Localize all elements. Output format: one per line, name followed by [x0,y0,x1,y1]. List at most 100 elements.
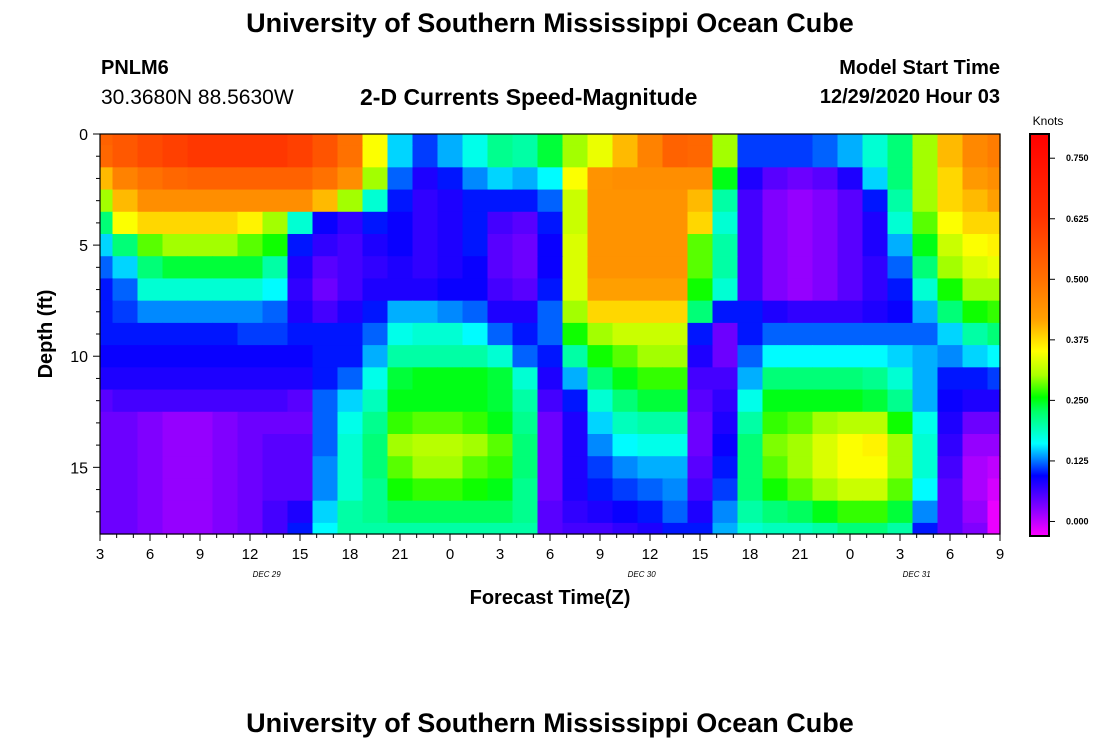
heatmap-cell [137,411,164,435]
heatmap-cell [612,456,639,480]
heatmap-cell [287,456,314,480]
heatmap-cell [612,211,639,235]
heatmap-cell [612,134,639,146]
heatmap-cell [100,234,114,257]
heatmap-cell [262,478,289,502]
heatmap-cell [112,434,139,457]
heatmap-cell [912,300,939,324]
x-tick-label: 3 [896,546,904,563]
heatmap-cell [387,234,414,257]
heatmap-cell [537,456,564,480]
heatmap-cell [437,367,464,391]
heatmap-cell [537,145,564,168]
heatmap-cell [987,189,1001,213]
heatmap-cell [837,456,864,480]
heatmap-cell [412,456,439,480]
heatmap-cell [962,322,989,346]
heatmap-cell [587,145,614,168]
heatmap-cell [162,234,189,257]
heatmap-cell [887,234,914,257]
heatmap-cell [362,322,389,346]
heatmap-cell [637,256,664,280]
heatmap-cell [112,367,139,391]
heatmap-cell [412,145,439,168]
heatmap-cell [712,478,739,502]
x-axis: 3 6 9 12 15 18 21 0 3 6 9 12 15 18 21 0 3 6 9 DEC 29 DEC 30 D… [96,534,1004,579]
heatmap-cell [162,145,189,168]
heatmap-cell [437,211,464,235]
heatmap-cell [187,234,214,257]
heatmap-cell [637,389,664,413]
heatmap-cell [687,134,714,146]
date-label: DEC 31 [903,570,931,579]
heatmap-cell [262,322,289,346]
heatmap-cell [787,434,814,457]
heatmap-cell [662,234,689,257]
heatmap-cell [912,500,939,524]
heatmap-cell [587,189,614,213]
heatmap-cell [537,411,564,435]
heatmap-cell [212,167,239,191]
heatmap-cell [862,300,889,324]
heatmap-cell [387,167,414,191]
heatmap-cell [312,278,339,302]
heatmap-cell [462,367,489,391]
heatmap-cell [512,134,539,146]
heatmap-cell [812,189,839,213]
heatmap-cell [737,345,764,368]
heatmap-cell [462,434,489,457]
heatmap-cell [612,478,639,502]
heatmap-cell [687,411,714,435]
x-tick-label: 6 [546,546,554,563]
heatmap-cell [912,322,939,346]
heatmap-cell [387,456,414,480]
heatmap-cell [587,322,614,346]
heatmap-cell [962,256,989,280]
heatmap-cell [887,500,914,524]
heatmap-cell [137,434,164,457]
heatmap-cell [337,522,364,535]
heatmap-cell [137,522,164,535]
heatmap-cell [412,500,439,524]
heatmap-cell [937,234,964,257]
heatmap-cell [412,167,439,191]
heatmap-cell [787,500,814,524]
heatmap-cell [100,256,114,280]
heatmap-cell [512,434,539,457]
heatmap-cell [737,500,764,524]
heatmap-cell [887,322,914,346]
heatmap-cell [687,478,714,502]
heatmap-cell [112,189,139,213]
heatmap-cell [112,478,139,502]
heatmap-cell [512,389,539,413]
heatmap-cell [637,167,664,191]
heatmap-cell [512,167,539,191]
heatmap-cell [712,522,739,535]
colorbar: Knots 0.000 0.125 0.250 0.375 0.500 0.625 0.75… [1029,114,1089,537]
heatmap-cell [262,367,289,391]
heatmap-cell [262,300,289,324]
heatmap-cell [262,211,289,235]
heatmap-cell [587,300,614,324]
heatmap-cell [562,322,589,346]
heatmap-cell [787,278,814,302]
heatmap-cell [612,500,639,524]
heatmap-cell [937,389,964,413]
heatmap-cell [212,211,239,235]
heatmap-cell [387,411,414,435]
heatmap-cell [162,278,189,302]
heatmap-cell [612,234,639,257]
heatmap-cell [437,278,464,302]
heatmap-cell [462,234,489,257]
heatmap-cell [962,234,989,257]
heatmap-cell [862,389,889,413]
heatmap-cell [187,278,214,302]
heatmap-cell [662,434,689,457]
heatmap-cell [612,145,639,168]
heatmap-cell [162,434,189,457]
heatmap-cell [337,411,364,435]
heatmap-cell [587,345,614,368]
heatmap-cell [837,189,864,213]
heatmap-cell [912,189,939,213]
heatmap-cell [637,345,664,368]
